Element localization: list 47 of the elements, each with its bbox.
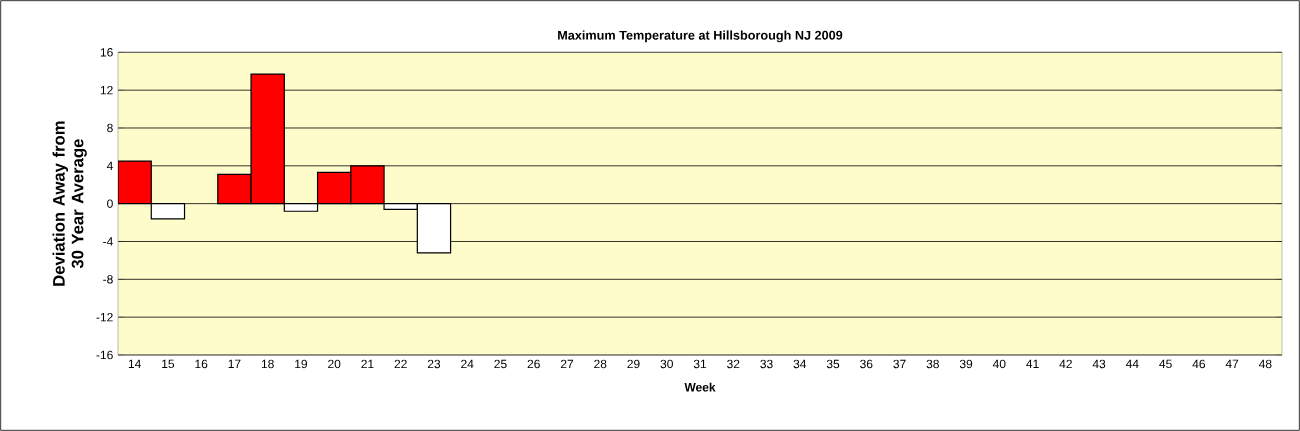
x-tick-label: 16	[195, 359, 208, 369]
y-tick-label: 12	[100, 85, 113, 95]
x-tick-label: 20	[328, 359, 341, 369]
x-tick-label: 26	[527, 359, 540, 369]
x-tick-label: 34	[793, 359, 807, 369]
x-tick-label: 28	[594, 359, 607, 369]
y-tick-label: -4	[103, 237, 113, 246]
x-tick-label: 17	[228, 359, 241, 368]
x-tick-label: 47	[1225, 359, 1239, 368]
x-tick-label: 32	[727, 359, 740, 369]
x-tick-label: 37	[893, 359, 906, 369]
x-tick-label: 21	[361, 359, 374, 369]
x-tick-label: 22	[394, 359, 407, 369]
x-tick-label: 24	[461, 359, 474, 369]
x-tick-label: 38	[926, 359, 939, 369]
x-tick-label: 27	[560, 359, 574, 369]
x-tick-label: 15	[162, 359, 175, 369]
x-tick-label: 14	[128, 359, 141, 368]
x-tick-label: 46	[1192, 359, 1205, 369]
x-tick-label: 48	[1258, 359, 1272, 369]
y-axis-title: Deviation Away from 30 Year Average	[52, 121, 87, 286]
x-tick-label: 42	[1059, 359, 1072, 369]
y-tick-label: -16	[96, 350, 113, 360]
y-tick-label: -8	[103, 275, 113, 284]
x-axis-title: Week	[684, 382, 716, 392]
x-tick-label: 25	[494, 359, 507, 369]
y-tick-label: -12	[96, 312, 113, 322]
x-tick-label: 45	[1159, 359, 1172, 369]
x-tick-label: 43	[1092, 359, 1106, 369]
x-tick-label: 35	[826, 359, 840, 369]
x-tick-label: 23	[427, 359, 441, 369]
x-tick-label: 41	[1026, 359, 1039, 368]
x-tick-label: 36	[860, 359, 873, 369]
x-tick-label: 39	[959, 359, 973, 369]
x-tick-label: 40	[992, 359, 1006, 369]
y-tick-label: 4	[106, 161, 113, 170]
x-tick-label: 19	[295, 359, 308, 369]
x-tick-label: 31	[693, 359, 707, 369]
x-tick-label: 33	[760, 359, 773, 369]
x-tick-label: 18	[261, 359, 274, 369]
y-tick-label: 8	[107, 123, 113, 133]
y-tick-label: 16	[100, 48, 113, 57]
chart-title: Maximum Temperature at Hillsborough NJ 2009	[558, 30, 843, 43]
x-tick-label: 30	[660, 359, 673, 369]
x-tick-label: 29	[627, 359, 640, 369]
y-tick-label: 0	[107, 199, 113, 208]
x-tick-label: 44	[1125, 359, 1139, 368]
